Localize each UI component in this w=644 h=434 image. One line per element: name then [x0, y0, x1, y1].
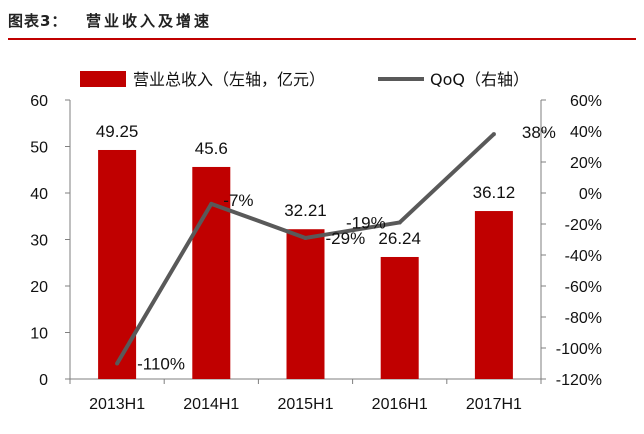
right-tick-label: 0% — [579, 186, 602, 203]
right-tick-label: 40% — [570, 124, 602, 141]
right-tick-label: -100% — [556, 341, 602, 358]
left-tick-label: 0 — [39, 372, 48, 389]
line-series — [115, 132, 496, 366]
right-tick-label: -80% — [565, 310, 602, 327]
x-tick-label: 2015H1 — [277, 396, 333, 413]
bar — [380, 256, 419, 379]
left-tick-label: 60 — [30, 93, 48, 110]
bar-data-label: 49.25 — [96, 122, 139, 141]
bar — [474, 211, 513, 379]
left-tick-label: 30 — [30, 233, 48, 250]
line-point — [303, 235, 308, 240]
legend-label-qoq: QoQ（右轴） — [430, 70, 529, 89]
bar-data-label: 32.21 — [284, 201, 327, 220]
left-tick-label: 50 — [30, 140, 48, 157]
x-tick-label: 2013H1 — [89, 396, 145, 413]
right-tick-label: -20% — [565, 217, 602, 234]
line-point — [115, 361, 120, 366]
x-tick-label: 2017H1 — [466, 396, 522, 413]
right-tick-label: 60% — [570, 93, 602, 110]
x-tick-label: 2016H1 — [372, 396, 428, 413]
x-tick-label: 2014H1 — [183, 396, 239, 413]
line-data-label: -19% — [346, 213, 386, 232]
axes: 0 10 20 30 40 50 60 -120% -100% -80% -60% -40% -20% 0… — [30, 93, 602, 413]
bar-data-label: 45.6 — [195, 139, 228, 158]
line-point — [491, 132, 496, 137]
line-point — [397, 220, 402, 225]
legend-swatch-revenue — [80, 71, 126, 87]
line-data-label: -7% — [223, 191, 253, 210]
figure-label: 图表3： — [8, 12, 68, 30]
right-tick-label: -120% — [556, 372, 602, 389]
right-tick-label: -40% — [565, 248, 602, 265]
figure-title: 营业收入及增速 — [86, 12, 213, 30]
line-data-label: 38% — [522, 123, 556, 142]
figure-header: 图表3： 营业收入及增速 — [8, 0, 636, 40]
bar-series — [98, 149, 513, 379]
line-data-label: -29% — [326, 229, 366, 248]
right-tick-label: -60% — [565, 279, 602, 296]
data-labels: 49.25 45.6 32.21 26.24 36.12 -110% -7% -29%-19%… — [96, 122, 556, 374]
bar-data-label: 26.24 — [378, 229, 421, 248]
left-tick-label: 10 — [30, 326, 48, 343]
legend: 营业总收入（左轴，亿元） QoQ（右轴） — [80, 70, 529, 89]
line-point — [209, 201, 214, 206]
legend-label-revenue: 营业总收入（左轴，亿元） — [133, 70, 325, 89]
right-tick-label: 20% — [570, 155, 602, 172]
left-tick-label: 40 — [30, 186, 48, 203]
left-tick-label: 20 — [30, 279, 48, 296]
line-data-label: -110% — [137, 355, 185, 374]
bar-data-label: 36.12 — [473, 183, 516, 202]
bar — [286, 229, 325, 379]
